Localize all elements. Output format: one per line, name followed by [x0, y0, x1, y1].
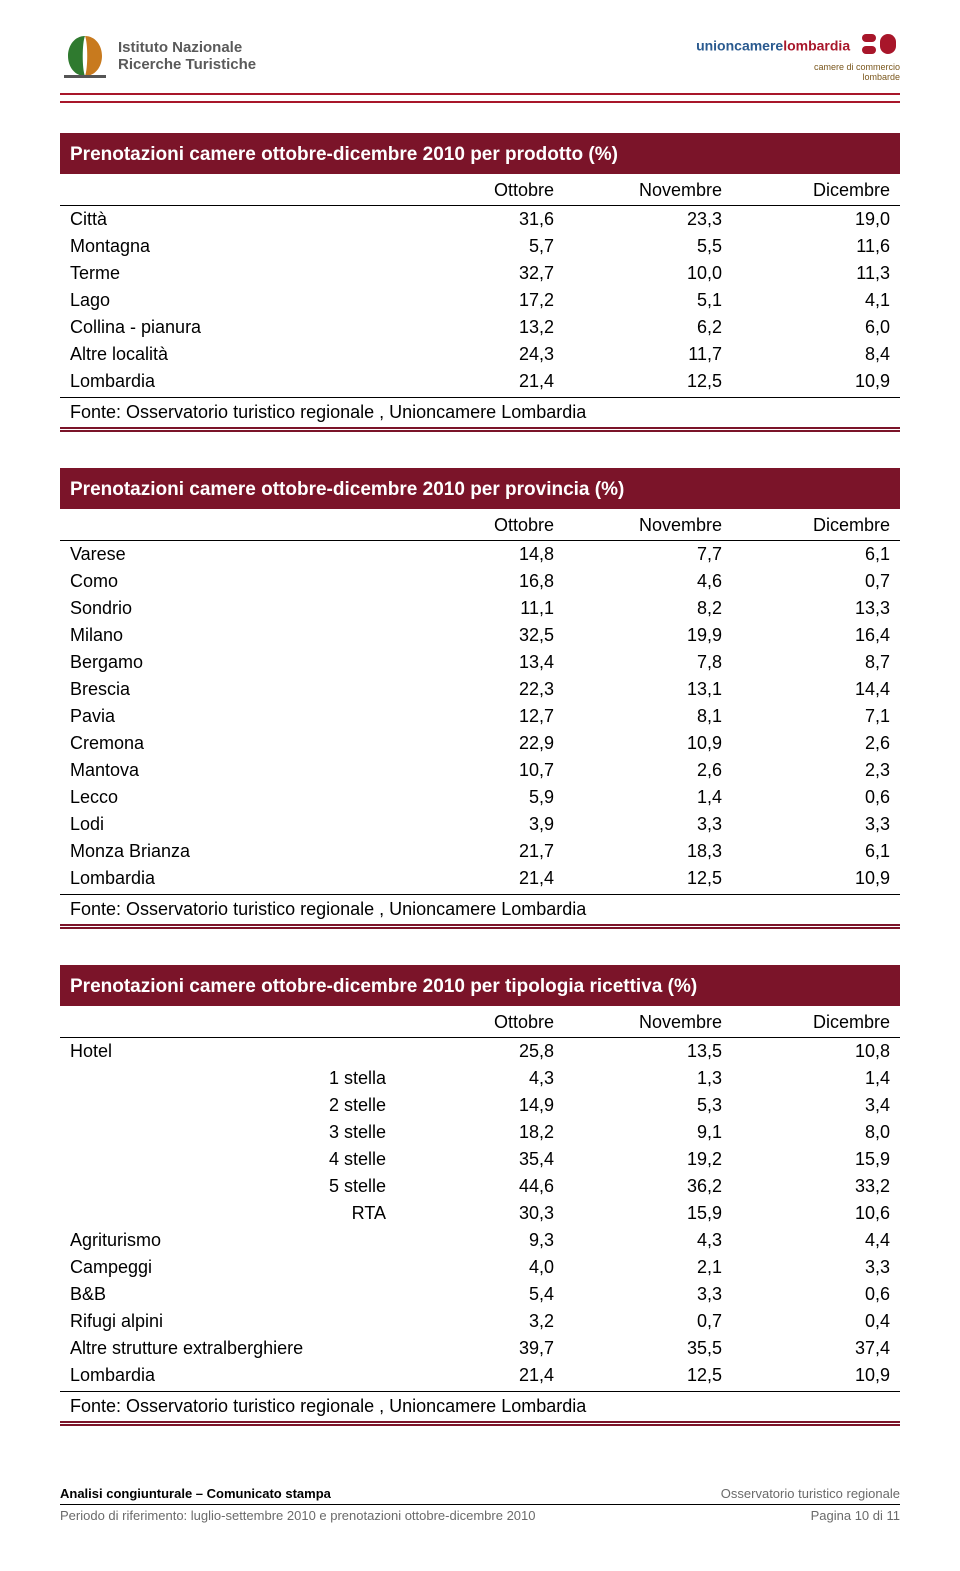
table2-header: Ottobre Novembre Dicembre [60, 509, 900, 541]
table1-source: Fonte: Osservatorio turistico regionale … [60, 397, 900, 429]
logo-right-word1: unioncamere [696, 38, 783, 54]
table-row: RTA30,315,910,6 [60, 1200, 900, 1227]
logo-right-sub2: lombarde [696, 73, 900, 83]
table-row: 2 stelle14,95,33,4 [60, 1092, 900, 1119]
table-row: Terme32,710,011,3 [60, 260, 900, 287]
table-row: Agriturismo9,34,34,4 [60, 1227, 900, 1254]
logo-left: Istituto Nazionale Ricerche Turistiche [60, 31, 256, 81]
table-row: Bergamo13,47,88,7 [60, 649, 900, 676]
table3-title: Prenotazioni camere ottobre-dicembre 201… [60, 966, 900, 1006]
table-row: Mantova10,72,62,3 [60, 757, 900, 784]
logo-left-text: Istituto Nazionale Ricerche Turistiche [118, 39, 256, 74]
page-footer: Analisi congiunturale – Comunicato stamp… [60, 1486, 900, 1523]
page-header: Istituto Nazionale Ricerche Turistiche u… [60, 30, 900, 83]
table1-header: Ottobre Novembre Dicembre [60, 174, 900, 206]
table-row: 1 stella4,31,31,4 [60, 1065, 900, 1092]
table-row: Lombardia21,412,510,9 [60, 368, 900, 398]
table-provincia: Prenotazioni camere ottobre-dicembre 201… [60, 468, 900, 929]
footer-left2: Periodo di riferimento: luglio-settembre… [60, 1508, 536, 1523]
header-rule [60, 93, 900, 103]
table-row: Hotel25,813,510,8 [60, 1037, 900, 1065]
logo-right: unioncamerelombardia camere di commercio… [696, 30, 900, 83]
table-row: Città31,623,319,0 [60, 205, 900, 233]
table-row: Lecco5,91,40,6 [60, 784, 900, 811]
logo-right-word2: lombardia [783, 38, 850, 54]
table-row: Cremona22,910,92,6 [60, 730, 900, 757]
table-row: Pavia12,78,17,1 [60, 703, 900, 730]
table-row: Lombardia21,412,510,9 [60, 865, 900, 895]
table2-source: Fonte: Osservatorio turistico regionale … [60, 894, 900, 926]
table-row: 4 stelle35,419,215,9 [60, 1146, 900, 1173]
table3-header: Ottobre Novembre Dicembre [60, 1006, 900, 1038]
table1-title: Prenotazioni camere ottobre-dicembre 201… [60, 134, 900, 174]
table-row: Altre strutture extralberghiere39,735,53… [60, 1335, 900, 1362]
table2-title: Prenotazioni camere ottobre-dicembre 201… [60, 469, 900, 509]
isnart-icon [60, 31, 110, 81]
table-row: Varese14,87,76,1 [60, 540, 900, 568]
table-row: Lodi3,93,33,3 [60, 811, 900, 838]
table-row: Sondrio11,18,213,3 [60, 595, 900, 622]
table-row: Monza Brianza21,718,36,1 [60, 838, 900, 865]
table-row: Como16,84,60,7 [60, 568, 900, 595]
table-row: Brescia22,313,114,4 [60, 676, 900, 703]
table-row: Milano32,519,916,4 [60, 622, 900, 649]
table-row: Lago17,25,14,1 [60, 287, 900, 314]
table-row: Rifugi alpini3,20,70,4 [60, 1308, 900, 1335]
table-row: Montagna5,75,511,6 [60, 233, 900, 260]
footer-right1: Osservatorio turistico regionale [721, 1486, 900, 1501]
table-row: Campeggi4,02,13,3 [60, 1254, 900, 1281]
table-row: 5 stelle44,636,233,2 [60, 1173, 900, 1200]
footer-left-bold: Analisi congiunturale – Comunicato stamp… [60, 1486, 331, 1501]
table3-source: Fonte: Osservatorio turistico regionale … [60, 1391, 900, 1423]
table-row: Altre località24,311,78,4 [60, 341, 900, 368]
table-row: Collina - pianura13,26,26,0 [60, 314, 900, 341]
table-tipologia: Prenotazioni camere ottobre-dicembre 201… [60, 965, 900, 1426]
unioncamere-icon [860, 30, 900, 63]
table-row: Lombardia21,412,510,9 [60, 1362, 900, 1392]
footer-right2: Pagina 10 di 11 [811, 1508, 900, 1523]
logo-right-main: unioncamerelombardia [696, 38, 854, 54]
table-row: B&B5,43,30,6 [60, 1281, 900, 1308]
logo-left-line1: Istituto Nazionale [118, 39, 256, 56]
table-row: 3 stelle18,29,18,0 [60, 1119, 900, 1146]
table-prodotto: Prenotazioni camere ottobre-dicembre 201… [60, 133, 900, 432]
logo-left-line2: Ricerche Turistiche [118, 56, 256, 73]
